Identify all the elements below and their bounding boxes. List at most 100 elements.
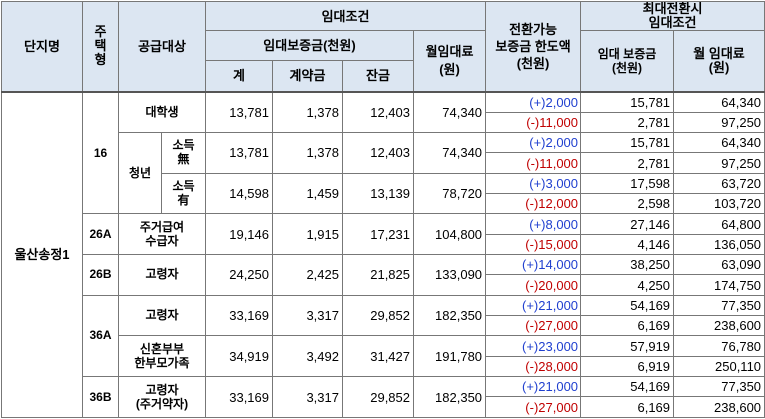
deposit-contract: 2,425: [272, 254, 343, 296]
target-cell: 신혼부부 한부모가족: [118, 335, 206, 378]
deposit-balance: 29,852: [342, 376, 414, 418]
max-deposit-down: 6,919: [580, 355, 675, 378]
conversion-plus: (+)8,000: [485, 213, 582, 235]
deposit-total: 19,146: [205, 213, 273, 256]
table-row: 26B 고령자 24,250 2,425 21,825 133,090 (+)1…: [2, 254, 765, 296]
header-lease-conditions: 임대조건: [204, 0, 487, 32]
max-deposit-up: 54,169: [580, 294, 675, 317]
housing-type-26a: 26A: [82, 213, 119, 256]
conversion-plus: (+)14,000: [485, 254, 582, 276]
complex-name: 울산송정1: [1, 91, 83, 418]
table-row: (-)11,000 2,781 97,250: [2, 152, 765, 174]
max-rent-up: 63,720: [673, 172, 765, 195]
max-rent-up: 64,800: [673, 213, 765, 235]
deposit-balance: 21,825: [342, 254, 414, 296]
conversion-minus: (-)15,000: [485, 233, 582, 256]
housing-type-36a: 36A: [82, 294, 119, 378]
deposit-total: 34,919: [205, 335, 273, 378]
target-cell: 대학생: [118, 91, 206, 134]
monthly-rent: 74,340: [412, 91, 487, 134]
max-rent-up: 64,340: [673, 91, 765, 113]
table-row: (-)27,000 6,169 238,600: [2, 396, 765, 418]
max-rent-down: 174,750: [673, 274, 765, 296]
table-row: 36A 고령자 33,169 3,317 29,852 182,350 (+)2…: [2, 294, 765, 378]
monthly-rent: 191,780: [412, 335, 487, 378]
table-row: 36B 고령자 (주거약자) 33,169 3,317 29,852 182,3…: [2, 376, 765, 418]
sub-target: 소득 有: [161, 172, 206, 215]
max-deposit-down: 4,250: [580, 274, 675, 296]
header-total: 계: [205, 59, 273, 93]
header-balance: 잔금: [342, 59, 414, 93]
max-deposit-down: 2,781: [580, 152, 675, 174]
conversion-minus: (-)11,000: [485, 152, 582, 174]
header-housing-type: 주 택 형: [82, 0, 119, 93]
table-row: 신혼부부 한부모가족 34,919 3,492 31,427 191,780 (…: [2, 335, 765, 378]
target-cell: 고령자 (주거약자): [118, 376, 206, 418]
conversion-minus: (-)12,000: [485, 193, 582, 215]
header-conversion-limit: 전환가능 보증금 한도액 (천원): [485, 0, 582, 93]
monthly-rent: 182,350: [412, 376, 487, 418]
max-rent-up: 64,340: [673, 132, 765, 154]
housing-type-16: 16: [82, 91, 119, 215]
sub-target: 소득 無: [161, 132, 206, 174]
max-deposit-up: 57,919: [580, 335, 675, 357]
conversion-plus: (+)2,000: [485, 132, 582, 154]
header-deposit-group: 임대보증금(천원): [205, 30, 414, 61]
conversion-plus: (+)21,000: [485, 294, 582, 317]
header-max-conversion: 최대전환시 임대조건: [580, 0, 765, 32]
deposit-balance: 31,427: [342, 335, 414, 378]
conversion-minus: (-)20,000: [485, 274, 582, 296]
table-row: (-)15,000 4,146 136,050: [2, 233, 765, 256]
deposit-contract: 3,492: [272, 335, 343, 378]
header-max-deposit: 임대 보증금 (천원): [580, 30, 675, 93]
max-rent-up: 76,780: [673, 335, 765, 357]
deposit-balance: 17,231: [342, 213, 414, 256]
max-deposit-down: 2,781: [580, 111, 675, 134]
conversion-plus: (+)23,000: [485, 335, 582, 357]
table-row: (-)12,000 2,598 103,720: [2, 193, 765, 215]
max-rent-down: 238,600: [673, 396, 765, 418]
table-row: 청년 소득 無 13,781 1,378 12,403 74,340 (+)2,…: [2, 132, 765, 215]
deposit-total: 13,781: [205, 91, 273, 134]
deposit-balance: 12,403: [342, 132, 414, 174]
table-row: (-)20,000 4,250 174,750: [2, 274, 765, 296]
max-rent-down: 103,720: [673, 193, 765, 215]
table-row: 울산송정1 16 대학생 13,781 1,378 12,403 74,340 …: [1, 91, 765, 418]
max-deposit-up: 54,169: [580, 376, 675, 398]
max-rent-down: 250,110: [673, 355, 765, 378]
housing-type-36b: 36B: [82, 376, 119, 418]
max-deposit-up: 27,146: [580, 213, 675, 235]
max-rent-down: 97,250: [673, 111, 765, 134]
table-row: 소득 有 14,598 1,459 13,139 78,720 (+)3,000…: [2, 172, 765, 215]
max-rent-up: 77,350: [673, 294, 765, 317]
max-deposit-up: 15,781: [580, 132, 675, 154]
target-cell: 고령자: [118, 254, 206, 296]
deposit-balance: 13,139: [342, 172, 414, 215]
max-deposit-down: 4,146: [580, 233, 675, 256]
target-cell: 주거급여 수급자: [118, 213, 206, 256]
monthly-rent: 78,720: [412, 172, 487, 215]
deposit-contract: 1,915: [272, 213, 343, 256]
deposit-total: 33,169: [205, 376, 273, 418]
conversion-plus: (+)21,000: [485, 376, 582, 398]
max-rent-down: 136,050: [673, 233, 765, 256]
max-deposit-down: 6,169: [580, 315, 675, 337]
header-target: 공급대상: [118, 0, 206, 93]
max-rent-down: 97,250: [673, 152, 765, 174]
monthly-rent: 104,800: [412, 213, 487, 256]
target-group-youth: 청년: [118, 132, 162, 215]
deposit-total: 14,598: [205, 172, 273, 215]
deposit-total: 13,781: [205, 132, 273, 174]
header-contract: 계약금: [272, 59, 343, 93]
table-row: 26A 주거급여 수급자 19,146 1,915 17,231 104,800…: [2, 213, 765, 256]
header-max-rent: 월 임대료 (원): [673, 30, 765, 93]
conversion-plus: (+)2,000: [485, 91, 582, 113]
max-deposit-down: 6,169: [580, 396, 675, 418]
header-complex: 단지명: [1, 0, 83, 93]
conversion-minus: (-)11,000: [485, 111, 582, 134]
max-rent-up: 77,350: [673, 376, 765, 398]
deposit-balance: 12,403: [342, 91, 414, 134]
target-cell: 고령자: [118, 294, 206, 337]
monthly-rent: 182,350: [412, 294, 487, 337]
